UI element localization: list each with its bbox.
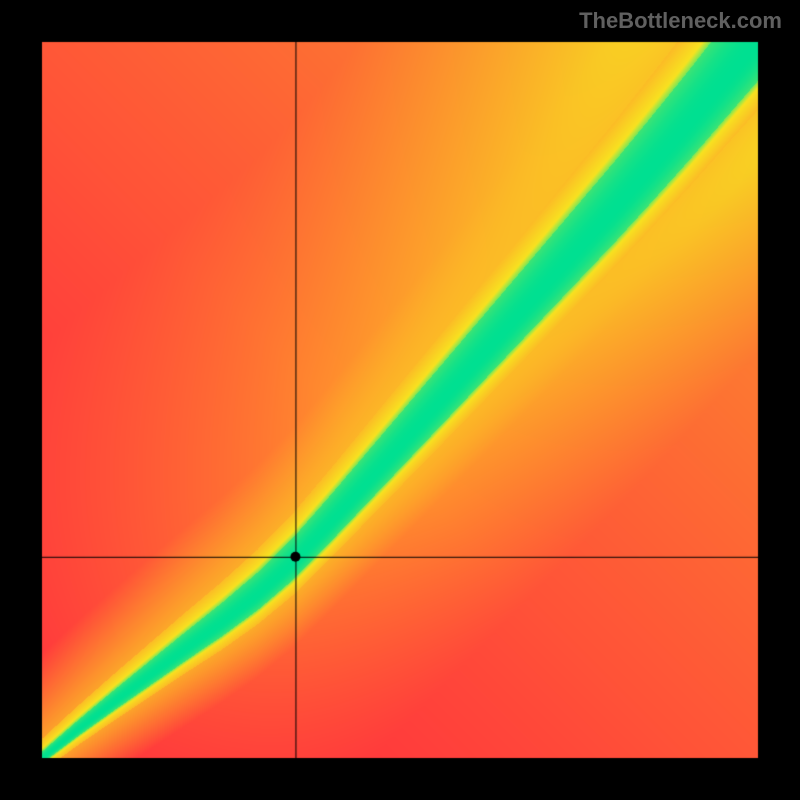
bottleneck-heatmap [0,0,800,800]
chart-container: TheBottleneck.com [0,0,800,800]
watermark-text: TheBottleneck.com [579,8,782,34]
